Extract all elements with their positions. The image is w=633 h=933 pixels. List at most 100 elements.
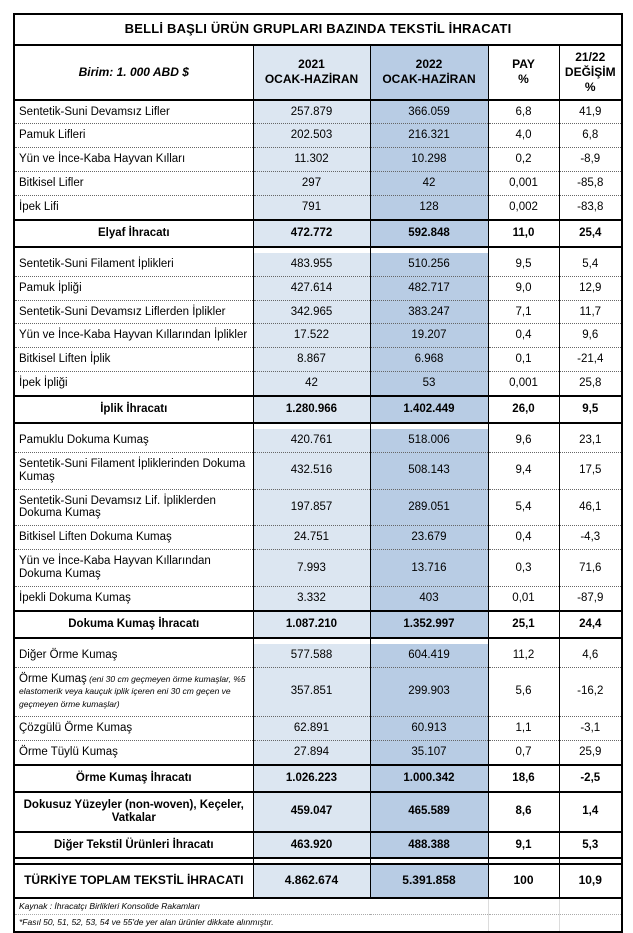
- product-label-cell: Pamuklu Dokuma Kumaş: [13, 428, 254, 453]
- change-percent-cell: 17,5: [558, 452, 623, 490]
- table-row: Dokuma Kumaş İhracatı 1.087.210 1.352.997 2…: [13, 609, 623, 639]
- product-label-cell: Sentetik-Suni Devamsız Liflerden İplikle…: [13, 300, 254, 325]
- value-2021-cell: 3.332: [252, 586, 371, 612]
- pay-percent-cell: 4,0: [487, 123, 560, 149]
- value-2021-cell: 432.516: [252, 452, 371, 490]
- product-label-cell: Bitkisel Liften İplik: [13, 347, 254, 373]
- value-2021-cell: 1.280.966: [252, 395, 371, 424]
- table-row: Elyaf İhracatı 472.772 592.848 11,0 25,4: [13, 218, 623, 248]
- change-percent-cell: -83,8: [558, 195, 623, 221]
- table-row: Sentetik-Suni Filament İplikleri 483.955 5…: [13, 252, 623, 277]
- product-label-cell: Yün ve İnce-Kaba Hayvan Kıllarından Doku…: [13, 549, 254, 587]
- value-2021-cell: 357.851: [252, 667, 371, 718]
- change-percent-cell: 5,4: [558, 252, 623, 277]
- pay-percent-cell: 5,6: [487, 667, 560, 718]
- value-2022-cell: 403: [369, 586, 489, 612]
- product-label-cell: Yün ve İnce-Kaba Hayvan Kılları: [13, 147, 254, 173]
- change-percent-cell: 11,7: [558, 300, 623, 325]
- value-2021-cell: 4.862.674: [252, 863, 371, 899]
- table-row: Sentetik-Suni Devamsız Lifler 257.879 366.…: [13, 99, 623, 125]
- table-row: İplik İhracatı 1.280.966 1.402.449 26,0 9,5: [13, 395, 623, 424]
- table-row: İpek Lifi 791 128 0,002 -83,8: [13, 195, 623, 221]
- value-2021-cell: 297: [252, 171, 371, 197]
- change-percent-cell: 23,1: [558, 428, 623, 453]
- pay-percent-cell: 1,1: [487, 716, 560, 742]
- report-sheet: BELLİ BAŞLI ÜRÜN GRUPLARI BAZINDA TEKSTİ…: [13, 13, 624, 933]
- pay-percent-cell: 0,7: [487, 740, 560, 766]
- value-2021-cell: 483.955: [252, 252, 371, 277]
- product-label-cell: İpek İpliği: [13, 371, 254, 397]
- pay-percent-cell: 9,4: [487, 452, 560, 490]
- footnote-spacer-cell: [488, 897, 560, 916]
- pay-percent-cell: 26,0: [487, 395, 560, 424]
- change-percent-cell: 25,9: [558, 740, 623, 766]
- pay-percent-cell: 0,01: [487, 586, 560, 612]
- footnote-spacer-cell: [488, 914, 560, 932]
- value-2021-cell: 8.867: [252, 347, 371, 373]
- change-percent-cell: 9,5: [558, 395, 623, 424]
- value-2021-cell: 62.891: [252, 716, 371, 742]
- change-percent-cell: 41,9: [558, 99, 623, 125]
- change-percent-cell: -21,4: [558, 347, 623, 373]
- table-row: Dokusuz Yüzeyler (non-woven), Keçeler, V…: [13, 790, 623, 833]
- table-row: Çözgülü Örme Kumaş 62.891 60.913 1,1 -3,1: [13, 716, 623, 742]
- table-body: Sentetik-Suni Devamsız Lifler 257.879 366.…: [13, 99, 623, 899]
- value-2022-cell: 53: [369, 371, 489, 397]
- value-2022-cell: 1.352.997: [369, 609, 489, 639]
- change-percent-cell: 24,4: [558, 609, 623, 639]
- product-label-cell: Sentetik-Suni Devamsız Lifler: [13, 99, 254, 125]
- column-header-row: Birim: 1. 000 ABD $ 2021 OCAK-HAZİRAN 20…: [13, 44, 623, 101]
- value-2022-cell: 518.006: [369, 428, 489, 453]
- table-row: TÜRKİYE TOPLAM TEKSTİL İHRACATI 4.862.674…: [13, 863, 623, 899]
- pay-percent-cell: 0,002: [487, 195, 560, 221]
- value-2022-cell: 128: [369, 195, 489, 221]
- pay-percent-cell: 5,4: [487, 489, 560, 527]
- product-label-cell: Sentetik-Suni Devamsız Lif. İpliklerden …: [13, 489, 254, 527]
- change-percent-cell: -87,9: [558, 586, 623, 612]
- product-label-cell: Bitkisel Liften Dokuma Kumaş: [13, 525, 254, 551]
- table-row: Sentetik-Suni Devamsız Liflerden İplikle…: [13, 300, 623, 325]
- table-row: İpekli Dokuma Kumaş 3.332 403 0,01 -87,9: [13, 586, 623, 612]
- pay-percent-cell: 11,2: [487, 643, 560, 668]
- value-2021-cell: 577.588: [252, 643, 371, 668]
- change-percent-cell: -2,5: [558, 763, 623, 793]
- product-label-cell: Örme Kumaş (eni 30 cm geçmeyen örme kuma…: [13, 667, 254, 718]
- value-2022-cell: 5.391.858: [369, 863, 489, 899]
- value-2021-cell: 42: [252, 371, 371, 397]
- footnote-spacer-cell: [559, 897, 623, 916]
- change-percent-cell: -4,3: [558, 525, 623, 551]
- pay-percent-cell: 8,6: [487, 790, 560, 833]
- table-row: İpek İpliği 42 53 0,001 25,8: [13, 371, 623, 397]
- value-2021-cell: 1.087.210: [252, 609, 371, 639]
- table-row: Pamuk İpliği 427.614 482.717 9,0 12,9: [13, 276, 623, 301]
- product-label-cell: Pamuk İpliği: [13, 276, 254, 301]
- column-header-change: 21/22 DEĞİŞİM %: [558, 44, 623, 101]
- value-2022-cell: 216.321: [369, 123, 489, 149]
- product-label-cell: Örme Kumaş İhracatı: [13, 763, 254, 793]
- table-row: Örme Kumaş (eni 30 cm geçmeyen örme kuma…: [13, 667, 623, 718]
- value-2021-cell: 1.026.223: [252, 763, 371, 793]
- product-label-cell: Pamuk Lifleri: [13, 123, 254, 149]
- value-2022-cell: 482.717: [369, 276, 489, 301]
- table-row: Örme Tüylü Kumaş 27.894 35.107 0,7 25,9: [13, 740, 623, 766]
- table-row: Bitkisel Lifler 297 42 0,001 -85,8: [13, 171, 623, 197]
- value-2021-cell: 202.503: [252, 123, 371, 149]
- change-percent-cell: 9,6: [558, 323, 623, 349]
- product-label-cell: İpek Lifi: [13, 195, 254, 221]
- value-2022-cell: 465.589: [369, 790, 489, 833]
- pay-percent-cell: 6,8: [487, 99, 560, 125]
- spacer-cell: [558, 637, 623, 644]
- pay-percent-cell: 9,6: [487, 428, 560, 453]
- pay-percent-cell: 0,4: [487, 525, 560, 551]
- value-2022-cell: 366.059: [369, 99, 489, 125]
- table-row: Örme Kumaş İhracatı 1.026.223 1.000.342 18,…: [13, 763, 623, 793]
- table-row: Bitkisel Liften İplik 8.867 6.968 0,1 -21,4: [13, 347, 623, 373]
- value-2022-cell: 60.913: [369, 716, 489, 742]
- value-2021-cell: 11.302: [252, 147, 371, 173]
- table-row: Diğer Örme Kumaş 577.588 604.419 11,2 4,6: [13, 643, 623, 668]
- change-percent-cell: -8,9: [558, 147, 623, 173]
- change-percent-cell: 71,6: [558, 549, 623, 587]
- column-header-2022: 2022 OCAK-HAZİRAN: [369, 44, 489, 101]
- pay-percent-cell: 25,1: [487, 609, 560, 639]
- product-label-note: (eni 30 cm geçmeyen örme kumaşlar, %5 el…: [19, 673, 246, 710]
